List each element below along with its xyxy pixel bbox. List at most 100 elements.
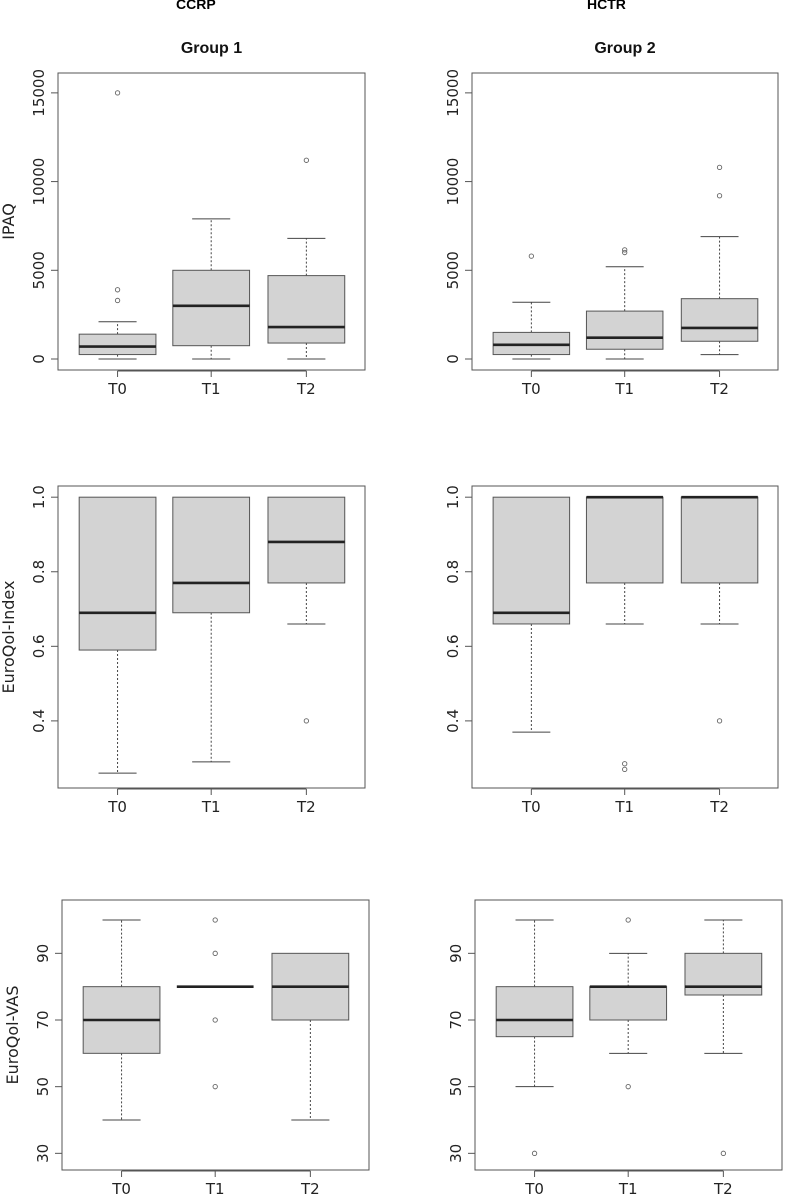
x-tick-label: T1	[201, 380, 221, 398]
x-tick-label: T0	[107, 798, 127, 816]
y-tick-label: 1.0	[444, 485, 462, 509]
box-t2	[680, 164, 759, 356]
y-tick-label: 50	[447, 1077, 465, 1096]
x-tick-label: T0	[111, 1180, 131, 1198]
box-t0	[492, 253, 571, 360]
x-tick-label: T1	[201, 798, 221, 816]
box-t1	[589, 917, 668, 1090]
x-tick-label: T1	[614, 380, 634, 398]
x-tick-label: T2	[296, 380, 316, 398]
y-tick-label: 30	[34, 1144, 52, 1163]
panel-2: Group 2 0 5000 10000 15000 T0 T1 T2	[444, 40, 779, 398]
iqr-box	[589, 986, 668, 1021]
iqr-box	[267, 275, 346, 344]
y-axis-label: EuroQol-VAS	[3, 986, 22, 1085]
box-t2	[680, 495, 759, 724]
panel-title: Group 1	[181, 40, 242, 57]
outlier-point	[303, 157, 310, 163]
outlier-point	[720, 1150, 727, 1156]
y-tick-label: 50	[34, 1077, 52, 1096]
outlier-point	[716, 193, 723, 199]
y-tick-label: 15000	[30, 69, 48, 117]
x-tick-label: T1	[618, 1180, 638, 1198]
box-t0	[492, 496, 571, 733]
iqr-box	[172, 496, 251, 614]
y-tick-label: 10000	[444, 158, 462, 206]
panel-4: 0.4 0.6 0.8 1.0 T0 T1 T2	[444, 485, 779, 816]
iqr-box	[680, 496, 759, 584]
box-t2	[267, 496, 346, 724]
panel-1: Group 1 IPAQ 0 5000 10000 15000 T0 T1 T2	[0, 40, 366, 398]
outlier-point	[716, 718, 723, 724]
x-tick-label: T1	[205, 1180, 225, 1198]
box-t2	[271, 952, 350, 1121]
box-t0	[495, 919, 574, 1156]
iqr-box	[78, 333, 157, 356]
box-t0	[78, 496, 157, 774]
column-title-left: CCRP	[176, 0, 216, 12]
x-tick-label: T2	[296, 798, 316, 816]
panel-5: EuroQol-VAS 30 50 70 90 T0 T1 T2	[3, 899, 370, 1198]
outlier-point	[114, 90, 121, 96]
iqr-box	[267, 496, 346, 584]
outlier-point	[212, 917, 218, 923]
outlier-point	[716, 164, 723, 171]
y-tick-label: 70	[34, 1010, 52, 1029]
x-tick-label: T2	[709, 380, 729, 398]
plot-frame	[61, 899, 370, 1171]
y-tick-label: 0.8	[444, 560, 462, 584]
panel-3: EuroQol-Index 0.4 0.6 0.8 1.0 T0 T1 T2	[0, 485, 366, 816]
x-tick-label: T0	[521, 798, 541, 816]
x-tick-label: T0	[524, 1180, 544, 1198]
box-t1	[176, 917, 254, 1090]
y-tick-label: 90	[34, 944, 52, 963]
x-tick-label: T1	[614, 798, 634, 816]
box-t2	[267, 157, 346, 360]
outlier-point	[625, 1084, 631, 1090]
outlier-point	[303, 718, 310, 724]
y-tick-label: 0	[444, 354, 462, 364]
outlier-point	[531, 1150, 538, 1156]
y-tick-label: 0.4	[444, 709, 462, 733]
outlier-point	[622, 761, 628, 767]
x-tick-label: T0	[521, 380, 541, 398]
iqr-box	[172, 269, 251, 347]
y-tick-label: 0.6	[30, 634, 48, 658]
outlier-point	[114, 287, 121, 293]
y-tick-label: 70	[447, 1010, 465, 1029]
x-tick-label: T2	[713, 1180, 733, 1198]
plot-frame	[474, 899, 783, 1171]
box-t0	[78, 90, 157, 360]
y-axis-label: IPAQ	[0, 203, 18, 240]
plot-frame	[471, 485, 779, 789]
y-tick-label: 15000	[444, 69, 462, 117]
iqr-box	[585, 496, 664, 584]
box-t0	[82, 919, 161, 1121]
y-tick-label: 90	[447, 944, 465, 963]
box-t1	[172, 496, 251, 763]
y-tick-label: 5000	[444, 251, 462, 289]
outlier-point	[625, 917, 631, 923]
x-tick-label: T2	[300, 1180, 320, 1198]
outlier-point	[622, 766, 628, 773]
outlier-point	[212, 1017, 218, 1023]
y-axis-label: EuroQol-Index	[0, 581, 18, 694]
y-tick-label: 10000	[30, 158, 48, 206]
outlier-point	[212, 1084, 218, 1090]
y-tick-label: 0	[30, 354, 48, 364]
plot-frame	[57, 72, 366, 371]
box-t1	[585, 495, 664, 773]
box-t2	[684, 919, 763, 1156]
iqr-box	[680, 298, 759, 342]
y-tick-label: 0.6	[444, 634, 462, 658]
iqr-box	[495, 986, 574, 1038]
outlier-point	[622, 249, 628, 256]
y-tick-label: 5000	[30, 251, 48, 289]
y-tick-label: 1.0	[30, 485, 48, 509]
panel-title: Group 2	[594, 40, 655, 57]
column-title-right: HCTR	[587, 0, 626, 12]
outlier-point	[622, 247, 628, 253]
x-tick-label: T2	[709, 798, 729, 816]
x-tick-label: T0	[107, 380, 127, 398]
